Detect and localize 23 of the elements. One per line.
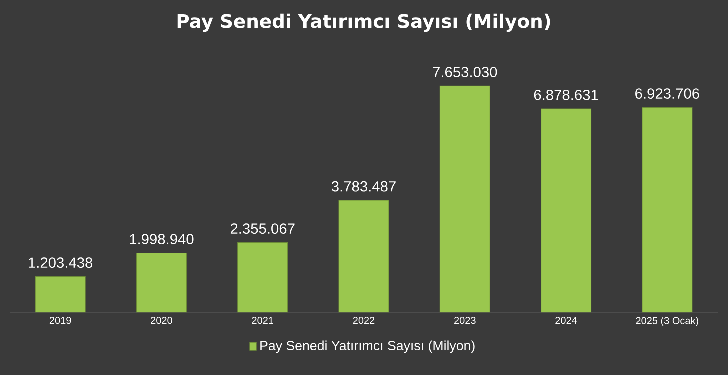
bar bbox=[238, 242, 288, 313]
bar bbox=[440, 86, 490, 313]
bar bbox=[35, 276, 86, 313]
bar bbox=[338, 200, 390, 313]
x-tick-label: 2025 (3 Ocak) bbox=[636, 317, 698, 326]
x-tick-label: 2020 bbox=[151, 317, 172, 324]
bar bbox=[642, 107, 693, 313]
x-tick-label: 2023 bbox=[454, 317, 476, 324]
x-tick-label: 2021 bbox=[252, 317, 274, 324]
chart-title: Pay Senedi Yatırımcı Sayısı (Milyon) bbox=[178, 14, 550, 32]
data-label: 2.355.067 bbox=[230, 224, 295, 234]
data-label: 7.653.030 bbox=[433, 67, 498, 78]
data-label: 3.783.487 bbox=[332, 181, 396, 192]
data-label: 1.203.438 bbox=[29, 258, 93, 268]
data-label: 6.878.631 bbox=[534, 90, 598, 100]
data-label: 1.998.940 bbox=[130, 234, 194, 245]
x-tick-label: 2022 bbox=[353, 317, 375, 324]
x-tick-label: 2019 bbox=[50, 317, 72, 324]
bar bbox=[136, 252, 187, 313]
bar bbox=[541, 108, 592, 313]
x-tick-label: 2024 bbox=[556, 317, 578, 324]
legend-label: Pay Senedi Yatırımcı Sayısı (Milyon) bbox=[260, 340, 475, 354]
data-label: 6.923.706 bbox=[636, 88, 700, 99]
